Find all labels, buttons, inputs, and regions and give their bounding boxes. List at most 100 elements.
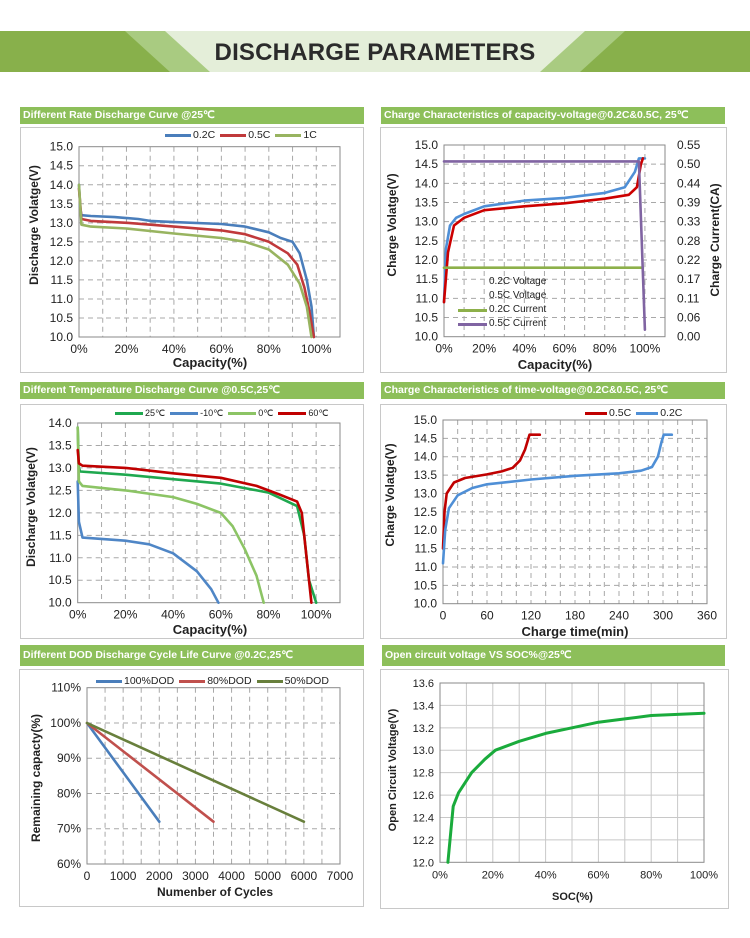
y-tick-label: 10.5 [50, 311, 74, 325]
legend-label: 0.2C [660, 407, 683, 419]
plot-frame [443, 144, 666, 338]
x-tick-label: 0% [69, 608, 87, 622]
y-tick-label: 13.5 [48, 438, 72, 452]
legend-swatch [458, 322, 487, 326]
page-title: DISCHARGE PARAMETERS [214, 39, 536, 66]
legend-item: 0.2C Current [458, 303, 546, 317]
y-axis-label: Charge Volatge(V) [383, 443, 397, 547]
y-tick-label: 14.5 [50, 159, 74, 173]
y-tick-label: 12.0 [48, 506, 72, 520]
y-tick-label: 11.5 [51, 273, 74, 287]
legend-item: 50%DOD [256, 675, 329, 687]
legend-item: 0.2C [165, 129, 215, 141]
y2-tick-label: 0.28 [677, 234, 701, 248]
legend-item: 1C [275, 129, 317, 141]
legend-swatch [220, 133, 247, 137]
legend-item: 0.5C Current [458, 317, 546, 331]
x-tick-label: 100% [630, 342, 661, 356]
x-tick-label: 0 [440, 609, 447, 623]
legend: 100%DOD 80%DOD 50%DOD [96, 675, 334, 687]
legend-label: 0℃ [258, 408, 274, 418]
y-tick-label: 13.0 [413, 745, 434, 757]
y-tick-label: 12.4 [413, 812, 434, 824]
y2-tick-label: 0.39 [677, 196, 701, 210]
x-tick-label: 20% [482, 869, 504, 881]
series-line-ocv [446, 711, 706, 864]
x-tick-label: 80% [640, 869, 662, 881]
y-tick-label: 15.0 [415, 138, 439, 152]
y-axis-label: Remaining capacty(%) [29, 713, 43, 843]
y-tick-label: 10.0 [414, 597, 438, 611]
y-tick-label: 12.0 [413, 857, 434, 869]
x-tick-label: 4000 [218, 869, 245, 883]
legend-label: 80%DOD [207, 675, 252, 687]
x-tick-label: 40% [161, 608, 185, 622]
x-tick-label: 240 [609, 609, 629, 623]
legend-label: 0.2C Voltage [489, 276, 547, 287]
legend-swatch [96, 679, 122, 683]
y-tick-label: 12.5 [415, 234, 439, 248]
legend-swatch [179, 679, 206, 683]
x-tick-label: 100% [690, 869, 718, 881]
series-line-0-2c [441, 433, 674, 565]
legend-swatch [165, 133, 191, 137]
y-tick-label: 13.0 [414, 486, 438, 500]
y-tick-label: 12.5 [414, 505, 438, 519]
y-tick-label: 11.0 [51, 292, 74, 306]
y-tick-label: 10.0 [48, 596, 72, 610]
y-tick-label: 14.0 [414, 450, 438, 464]
plot-frame [439, 682, 705, 863]
y-tick-label: 11.5 [49, 528, 72, 542]
y-tick-label: 13.0 [50, 216, 74, 230]
chart-title-ocv-soc: Open circuit voltage VS SOC%@25℃ [382, 645, 725, 666]
y-axis-label: Charge Volatge(V) [385, 173, 399, 277]
y-tick-label: 12.2 [413, 835, 434, 847]
chart-panel-ocv-soc [380, 669, 729, 909]
y-tick-label: 11.0 [416, 291, 439, 305]
y-tick-label: 70% [57, 822, 81, 836]
series-line-0-2c-voltage [442, 157, 647, 304]
x-tick-label: 180 [565, 609, 585, 623]
y-tick-label: 12.8 [413, 768, 434, 780]
chart-panel-time-voltage [380, 404, 727, 639]
y-axis-label: Discharge Volatge(V) [27, 165, 41, 285]
y-tick-label: 14.5 [414, 431, 438, 445]
x-tick-label: 100% [301, 342, 332, 356]
header-banner [0, 31, 750, 72]
legend-item: 25℃ [115, 408, 165, 419]
chart-title-capacity-voltage: Charge Characteristics of capacity-volta… [381, 107, 725, 124]
x-axis-label: Capacity(%) [172, 622, 248, 637]
x-tick-label: 80% [257, 342, 281, 356]
x-tick-label: 60% [209, 608, 233, 622]
x-tick-label: 20% [472, 342, 496, 356]
y-tick-label: 13.0 [48, 461, 72, 475]
y2-tick-label: 0.50 [677, 157, 701, 171]
series-line-80-dod [85, 721, 215, 823]
legend: 0.2C Voltage 0.5C Voltage 0.2C Current 0… [458, 275, 546, 331]
legend-swatch [256, 679, 283, 683]
x-tick-label: 6000 [291, 869, 318, 883]
legend-item: 100%DOD [96, 675, 174, 687]
y-axis-label: Discharge Volatge(V) [24, 447, 38, 567]
legend-item: 0℃ [228, 408, 273, 419]
legend-item: 80%DOD [179, 675, 252, 687]
y-tick-label: 15.0 [414, 413, 438, 427]
x-tick-label: 300 [653, 609, 673, 623]
legend: 25℃ -10℃ 0℃ 60℃ [115, 408, 334, 419]
y2-tick-label: 0.11 [677, 291, 700, 305]
legend-label: 0.2C Current [489, 304, 547, 315]
legend-label: 0.5C Voltage [489, 290, 547, 301]
legend-swatch [636, 411, 659, 415]
legend-swatch [228, 412, 257, 415]
y-tick-label: 13.5 [415, 196, 439, 210]
y2-tick-label: 0.44 [677, 176, 701, 190]
y-tick-label: 13.0 [415, 215, 439, 229]
x-tick-label: 60% [209, 342, 233, 356]
y-tick-label: 10.5 [48, 573, 72, 587]
legend-item: 60℃ [278, 408, 329, 419]
x-tick-label: 60% [553, 342, 577, 356]
chart-panel-cycle-life [19, 669, 364, 907]
legend-label: 1C [303, 129, 317, 141]
series-line-50-dod [85, 721, 306, 823]
y-tick-label: 12.5 [48, 483, 72, 497]
